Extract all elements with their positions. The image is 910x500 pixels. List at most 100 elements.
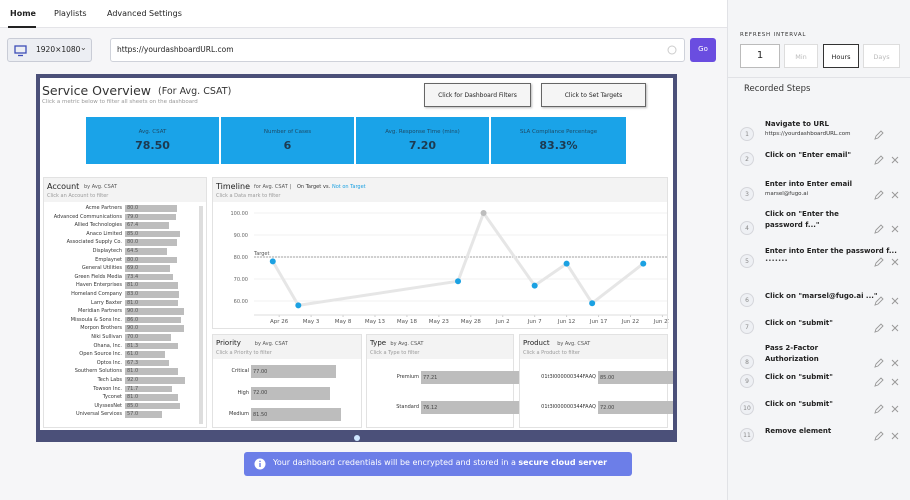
account-name[interactable]: Towson Inc. (93, 385, 122, 392)
go-button[interactable]: Go (690, 38, 716, 62)
dash-button[interactable]: Click for Dashboard Filters (424, 83, 531, 107)
small-bar[interactable]: 77.00 (251, 365, 336, 378)
dash-button[interactable]: Click to Set Targets (541, 83, 646, 107)
edit-icon[interactable] (874, 155, 884, 165)
account-bar[interactable]: 80.0 (125, 205, 177, 212)
delete-icon[interactable] (890, 323, 900, 333)
account-name[interactable]: Ohana, Inc. (93, 342, 122, 349)
account-name[interactable]: Missoula & Sons Inc. (70, 316, 122, 323)
kpi[interactable]: Avg. CSAT 78.50 (86, 117, 219, 164)
edit-icon[interactable] (874, 296, 884, 306)
timeline-point[interactable] (295, 302, 302, 309)
account-name[interactable]: UlyssesNet (94, 402, 122, 409)
delete-icon[interactable] (890, 404, 900, 414)
account-bar[interactable]: 64.5 (125, 248, 167, 255)
account-bar[interactable]: 71.7 (125, 385, 172, 393)
account-name[interactable]: Larry Baxter (91, 299, 122, 306)
delete-icon[interactable] (890, 224, 900, 234)
timeline-point[interactable] (640, 260, 647, 267)
edit-icon[interactable] (874, 358, 884, 368)
account-name[interactable]: Meridian Partners (78, 308, 122, 315)
account-name[interactable]: Associated Supply Co. (66, 239, 122, 246)
timeline-point[interactable] (269, 258, 276, 265)
account-name[interactable]: Displaytech (92, 248, 122, 254)
delete-icon[interactable] (890, 257, 900, 267)
step[interactable]: 2 Click on "Enter email" (728, 151, 910, 177)
small-bar[interactable]: 72.00 (598, 401, 673, 414)
timeline-point[interactable] (531, 282, 538, 289)
account-bar[interactable]: 86.0 (125, 316, 181, 324)
timeline-point[interactable] (563, 260, 570, 267)
step[interactable]: 4 Click on "Enter the password f..." (728, 210, 910, 238)
account-name[interactable]: Acme Partners (85, 205, 122, 211)
kpi[interactable]: Avg. Response Time (mins) 7.20 (356, 117, 489, 164)
kpi[interactable]: SLA Compliance Percentage 83.3% (491, 117, 626, 164)
account-bar[interactable]: 90.0 (125, 325, 184, 332)
account-name[interactable]: Southern Solutions (74, 368, 122, 375)
step[interactable]: 9 Click on "submit" (728, 373, 910, 399)
account-bar[interactable]: 79.0 (125, 213, 177, 221)
account-name[interactable]: Allied Technologies (74, 222, 122, 229)
small-bar[interactable]: 77.21 (421, 371, 526, 384)
small-category[interactable]: High (237, 389, 250, 396)
edit-icon[interactable] (874, 377, 884, 387)
account-bar[interactable]: 80.0 (125, 256, 177, 264)
account-name[interactable]: Anaco Limited (86, 230, 122, 237)
step[interactable]: 1 Navigate to URL https://yourdashboardURL… (728, 120, 910, 146)
account-bar[interactable]: 57.0 (125, 411, 163, 418)
account-name[interactable]: Tech Labs (97, 377, 122, 383)
delete-icon[interactable] (890, 155, 900, 165)
small-category[interactable]: Critical (231, 368, 250, 374)
step[interactable]: 6 Click on "marsel@fugo.ai ..." (728, 292, 910, 318)
account-bar[interactable]: 81.0 (125, 368, 178, 375)
timeline-point[interactable] (455, 278, 462, 285)
small-bar[interactable]: 72.00 (251, 386, 331, 400)
step[interactable]: 5 Enter into Enter the password f... •••••… (728, 247, 910, 273)
account-bar[interactable]: 61.0 (125, 351, 165, 358)
edit-icon[interactable] (874, 130, 884, 140)
step[interactable]: 8 Pass 2-Factor Authorization (728, 344, 910, 372)
edit-icon[interactable] (874, 257, 884, 267)
tab[interactable]: Playlists (54, 9, 87, 18)
refresh-unit[interactable]: Hours (823, 44, 859, 68)
account-bar[interactable]: 80.0 (125, 239, 177, 246)
account-name[interactable]: Green Fields Media (74, 273, 122, 280)
account-bar[interactable]: 81.0 (125, 299, 178, 307)
small-category[interactable]: Premium (396, 374, 419, 380)
small-category[interactable]: 01t3I000000344FAAQ (541, 374, 596, 380)
step[interactable]: 7 Click on "submit" (728, 319, 910, 345)
small-bar[interactable]: 85.00 (598, 371, 673, 384)
account-name[interactable]: Tyconet (102, 394, 122, 401)
refresh-unit[interactable]: Days (863, 44, 900, 68)
delete-icon[interactable] (890, 296, 900, 306)
account-bar[interactable]: 92.0 (125, 377, 185, 384)
small-bar[interactable]: 76.12 (421, 401, 524, 414)
delete-icon[interactable] (890, 190, 900, 200)
small-category[interactable]: 01t3I000000344FAAQ (541, 404, 596, 410)
kpi[interactable]: Number of Cases 6 (221, 117, 354, 164)
small-category[interactable]: Medium (229, 411, 249, 417)
tab[interactable]: Advanced Settings (107, 9, 182, 18)
edit-icon[interactable] (874, 190, 884, 200)
delete-icon[interactable] (890, 431, 900, 441)
edit-icon[interactable] (874, 224, 884, 234)
delete-icon[interactable] (890, 358, 900, 368)
account-name[interactable]: Morpon Brothers (80, 325, 122, 332)
account-name[interactable]: Optos Inc. (96, 359, 122, 366)
account-bar[interactable]: 69.0 (125, 265, 170, 272)
account-bar[interactable]: 81.3 (125, 342, 178, 350)
refresh-unit[interactable]: Min (784, 44, 818, 68)
timeline-point[interactable] (589, 300, 596, 307)
account-name[interactable]: General Utilities (81, 265, 122, 272)
account-bar[interactable]: 73.4 (125, 273, 173, 281)
clear-icon[interactable] (667, 45, 677, 55)
url-input[interactable]: https://yourdashboardURL.com (110, 38, 685, 62)
account-bar[interactable]: 85.0 (125, 230, 181, 238)
account-bar[interactable]: 81.0 (125, 282, 178, 289)
account-bar[interactable]: 85.0 (125, 402, 181, 410)
small-bar[interactable]: 81.50 (251, 408, 341, 421)
edit-icon[interactable] (874, 431, 884, 441)
edit-icon[interactable] (874, 323, 884, 333)
account-bar[interactable]: 83.0 (125, 291, 179, 298)
account-bar[interactable]: 90.0 (125, 308, 184, 315)
